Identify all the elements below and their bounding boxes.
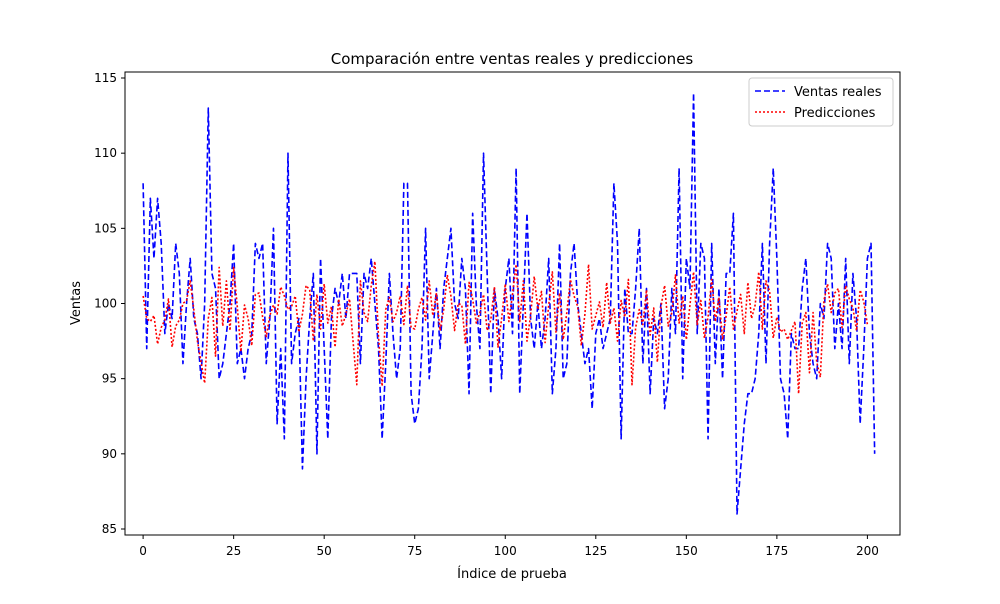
x-tick-label: 175 (765, 544, 788, 558)
x-tick-label: 100 (494, 544, 517, 558)
x-axis-label: Índice de prueba (457, 566, 567, 582)
x-tick-label: 150 (675, 544, 698, 558)
chart-title: Comparación entre ventas reales y predic… (331, 50, 694, 68)
y-tick-label: 100 (94, 297, 117, 311)
y-tick-label: 95 (102, 372, 117, 386)
legend: Ventas reales Predicciones (748, 77, 894, 127)
y-axis: 85 90 95 100 105 110 115 (94, 71, 125, 536)
x-axis: 0 25 50 75 100 125 150 175 200 (139, 535, 879, 558)
x-tick-label: 0 (139, 544, 147, 558)
legend-label: Ventas reales (794, 85, 882, 100)
y-axis-label: Ventas (69, 281, 84, 325)
series-line-predicciones (142, 260, 869, 395)
x-tick-label: 200 (856, 544, 879, 558)
x-tick-label: 75 (407, 544, 422, 558)
series-line-ventas-reales (142, 92, 876, 515)
y-tick-label: 115 (94, 71, 117, 85)
plot-lines (142, 92, 876, 515)
y-tick-label: 90 (102, 447, 117, 461)
legend-label: Predicciones (794, 106, 876, 121)
x-tick-label: 25 (226, 544, 241, 558)
y-tick-label: 85 (102, 522, 117, 536)
x-tick-label: 50 (317, 544, 332, 558)
x-tick-label: 125 (584, 544, 607, 558)
y-tick-label: 110 (94, 146, 117, 160)
legend-box (748, 77, 894, 127)
y-tick-label: 105 (94, 221, 117, 235)
